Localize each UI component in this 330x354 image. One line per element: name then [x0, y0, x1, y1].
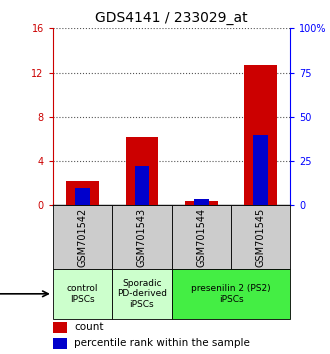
FancyBboxPatch shape [53, 322, 67, 333]
FancyBboxPatch shape [172, 269, 290, 319]
FancyBboxPatch shape [53, 269, 112, 319]
Title: GDS4141 / 233029_at: GDS4141 / 233029_at [95, 11, 248, 24]
Text: count: count [74, 322, 104, 332]
Bar [125, 137, 158, 205]
FancyBboxPatch shape [231, 205, 290, 269]
Text: control
IPSCs: control IPSCs [67, 284, 98, 303]
FancyBboxPatch shape [112, 205, 172, 269]
Text: GSM701545: GSM701545 [256, 207, 266, 267]
Bar [185, 201, 218, 205]
FancyBboxPatch shape [53, 338, 67, 349]
Bar [244, 65, 277, 205]
FancyBboxPatch shape [53, 205, 112, 269]
Bar [75, 188, 90, 205]
Text: GSM701542: GSM701542 [78, 207, 87, 267]
Bar [135, 166, 149, 205]
Bar [194, 199, 209, 205]
Text: percentile rank within the sample: percentile rank within the sample [74, 338, 250, 348]
FancyBboxPatch shape [112, 269, 172, 319]
FancyBboxPatch shape [172, 205, 231, 269]
Bar [253, 135, 268, 205]
Text: GSM701543: GSM701543 [137, 207, 147, 267]
Text: Sporadic
PD-derived
iPSCs: Sporadic PD-derived iPSCs [117, 279, 167, 309]
Text: presenilin 2 (PS2)
iPSCs: presenilin 2 (PS2) iPSCs [191, 284, 271, 303]
Bar [66, 181, 99, 205]
Text: GSM701544: GSM701544 [196, 207, 206, 267]
